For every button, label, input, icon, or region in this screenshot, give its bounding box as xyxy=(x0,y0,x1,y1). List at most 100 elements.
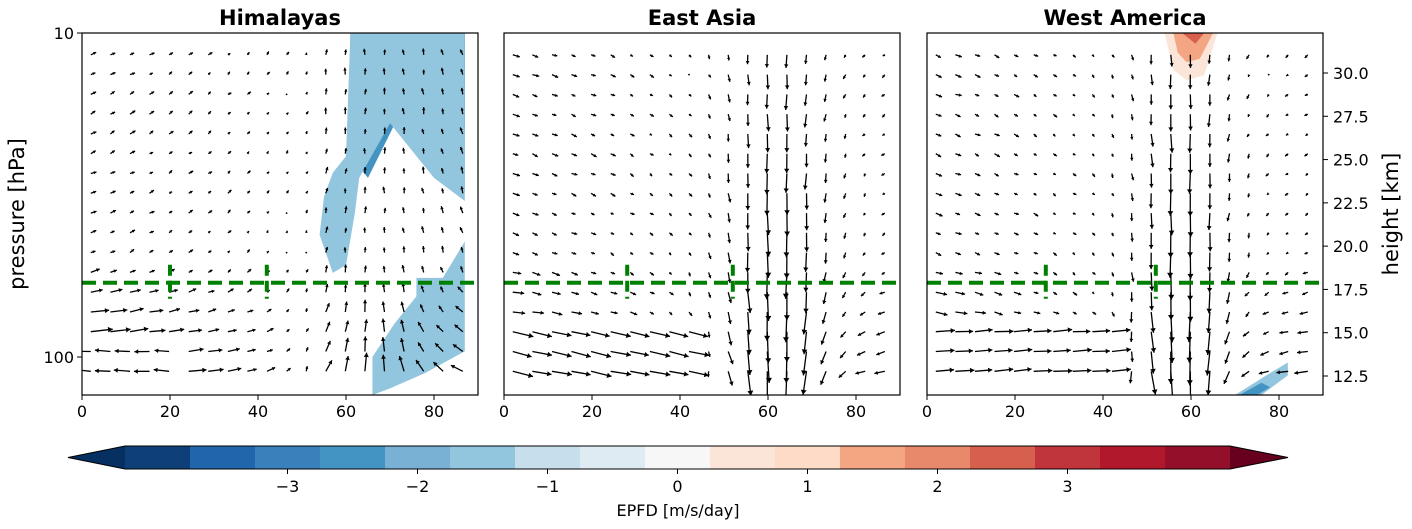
arrow-head xyxy=(876,352,880,356)
arrow-head xyxy=(689,193,693,197)
arrow-head xyxy=(669,172,673,176)
panels: Himalayas 0 20 40 60 80 10 100 East Asia 0 20 40 60 8… xyxy=(43,6,1368,421)
arrow-head xyxy=(573,134,577,137)
arrow-head xyxy=(460,166,464,170)
arrow-head xyxy=(566,332,572,338)
arrow-head xyxy=(631,133,635,137)
arrow-head xyxy=(1227,58,1231,62)
y2-tick-label: 22.5 xyxy=(1333,194,1369,213)
arrow-head xyxy=(227,71,230,75)
arrow-head xyxy=(1073,311,1077,315)
arrow-head xyxy=(1244,293,1248,297)
arrow-head xyxy=(176,307,180,312)
arrow-head xyxy=(285,171,289,175)
arrow-head xyxy=(285,230,288,234)
arrow-head xyxy=(823,179,828,183)
arrow-head xyxy=(92,150,96,154)
arrow-head xyxy=(418,342,422,347)
arrow-head xyxy=(92,110,96,114)
arrow-head xyxy=(1260,352,1264,356)
arrow-head xyxy=(150,151,154,155)
arrow-head xyxy=(708,96,712,100)
arrow-head xyxy=(1033,113,1037,117)
arrow-head xyxy=(123,308,128,313)
arrow-head xyxy=(150,130,154,134)
arrow-head xyxy=(1008,367,1014,373)
arrow-head xyxy=(455,306,460,310)
arrow-head xyxy=(285,71,289,75)
arrow-head xyxy=(1130,238,1134,242)
arrow-head xyxy=(1009,328,1014,334)
arrow-head xyxy=(567,371,572,377)
arrow-head xyxy=(1149,101,1154,105)
arrow-head xyxy=(111,150,115,154)
arrow-head xyxy=(783,188,789,193)
arrow-head xyxy=(227,250,230,254)
arrow-head xyxy=(305,366,309,369)
arrow-head xyxy=(949,367,954,373)
arrow-head xyxy=(1226,159,1231,163)
arrow-head xyxy=(1015,134,1019,137)
arrow-head xyxy=(1131,278,1135,282)
colorbar-box xyxy=(450,446,516,469)
arrow-head xyxy=(844,115,847,118)
arrow-head xyxy=(649,132,652,136)
arrow-shaft xyxy=(785,371,788,395)
arrow-head xyxy=(585,332,591,338)
arrow-head xyxy=(1227,118,1231,122)
arrow-head xyxy=(1167,379,1174,384)
arrow-head xyxy=(170,52,173,56)
arrow-head xyxy=(1131,57,1135,61)
arrow-head xyxy=(840,334,844,338)
arrow-head xyxy=(1149,183,1154,188)
arrow-head xyxy=(1246,56,1250,59)
arrow-head xyxy=(345,356,350,361)
arrow-head xyxy=(401,108,405,112)
arrow-head xyxy=(325,187,329,191)
arrow-head xyxy=(995,232,999,235)
arrow-head xyxy=(363,247,367,250)
arrow-head xyxy=(266,131,269,135)
arrow-head xyxy=(707,176,711,179)
arrow-head xyxy=(421,48,425,52)
arrow-head xyxy=(1302,271,1306,275)
arrow-head xyxy=(938,94,942,98)
arrow-head xyxy=(862,273,866,276)
arrow-head xyxy=(93,131,97,135)
arrow-head xyxy=(363,352,369,358)
arrow-head xyxy=(727,78,731,82)
arrow-head xyxy=(534,94,538,98)
arrow-head xyxy=(1105,328,1111,334)
arrow-head xyxy=(228,230,232,234)
colorbar-label: EPFD [m/s/day] xyxy=(617,501,740,520)
arrow-head xyxy=(863,94,866,98)
arrow-head xyxy=(556,272,560,277)
arrow-head xyxy=(454,324,459,329)
arrow-head xyxy=(199,347,204,352)
arrow-head xyxy=(344,49,348,53)
arrow-head xyxy=(558,312,563,316)
arrow-head xyxy=(937,232,941,236)
arrow-head xyxy=(1016,212,1019,216)
arrow-head xyxy=(534,252,538,256)
arrow-head xyxy=(132,72,136,76)
arrow-head xyxy=(669,73,672,77)
arrow-head xyxy=(1015,172,1019,176)
arrow-head xyxy=(343,284,348,288)
colorbar-box xyxy=(515,446,581,469)
arrow-head xyxy=(150,250,154,253)
arrow-head xyxy=(515,252,520,256)
arrow-head xyxy=(215,328,220,332)
arrow-head xyxy=(154,348,159,353)
arrow-head xyxy=(150,72,153,76)
arrow-head xyxy=(1053,212,1056,215)
arrow-head xyxy=(1106,368,1111,374)
arrow-head xyxy=(727,99,731,103)
arrow-head xyxy=(1091,153,1095,157)
arrow-head xyxy=(1207,247,1213,252)
arrow-head xyxy=(1033,192,1037,196)
arrow-head xyxy=(271,367,276,371)
arrow-head xyxy=(665,371,671,377)
arrow-head xyxy=(93,171,97,175)
